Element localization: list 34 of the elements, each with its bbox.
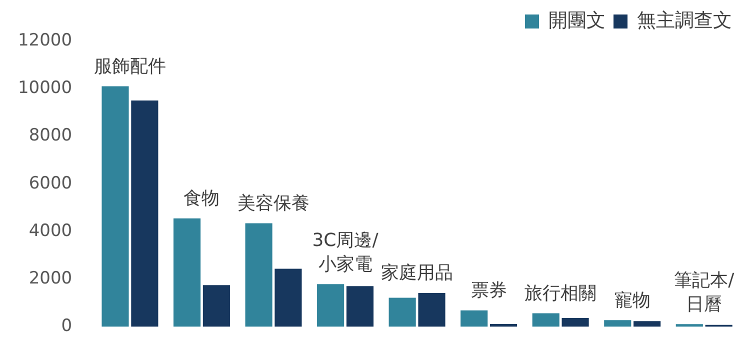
x-tick-label: 美容保養 bbox=[238, 192, 310, 214]
bar bbox=[274, 268, 302, 327]
x-tick-label: 家庭用品 bbox=[381, 262, 454, 284]
y-tick-label: 12000 bbox=[18, 30, 72, 50]
x-tick-label: 旅行相關 bbox=[524, 282, 597, 304]
y-tick-label: 0 bbox=[61, 316, 72, 336]
bar bbox=[202, 285, 230, 327]
bar bbox=[131, 100, 158, 327]
bar bbox=[388, 298, 416, 327]
x-tick-label: 票券 bbox=[470, 280, 507, 302]
bar bbox=[634, 321, 661, 327]
x-tick-label: 食物 bbox=[184, 188, 220, 210]
x-tick-label: 筆記本/日曆 bbox=[674, 270, 736, 315]
bar bbox=[604, 320, 632, 327]
bar bbox=[317, 284, 344, 327]
y-tick-label: 8000 bbox=[28, 126, 72, 146]
legend-label: 無主調查文 bbox=[637, 9, 732, 32]
bar bbox=[532, 313, 560, 327]
legend-label: 開團文 bbox=[548, 9, 606, 32]
y-tick-label: 4000 bbox=[28, 220, 72, 241]
bar bbox=[245, 223, 272, 327]
x-tick-label: 寵物 bbox=[614, 290, 650, 311]
x-tick-label: 服飾配件 bbox=[94, 56, 166, 77]
bar bbox=[562, 318, 589, 327]
bar bbox=[676, 324, 703, 327]
bar bbox=[346, 286, 374, 327]
bar bbox=[418, 292, 446, 327]
bar bbox=[173, 218, 201, 327]
bar bbox=[102, 86, 129, 327]
y-tick-label: 2000 bbox=[28, 268, 72, 289]
bar bbox=[460, 310, 488, 327]
x-tick-label: 3C周邊/小家電 bbox=[312, 230, 380, 275]
y-tick-label: 10000 bbox=[18, 78, 72, 98]
y-tick-label: 6000 bbox=[28, 173, 72, 194]
